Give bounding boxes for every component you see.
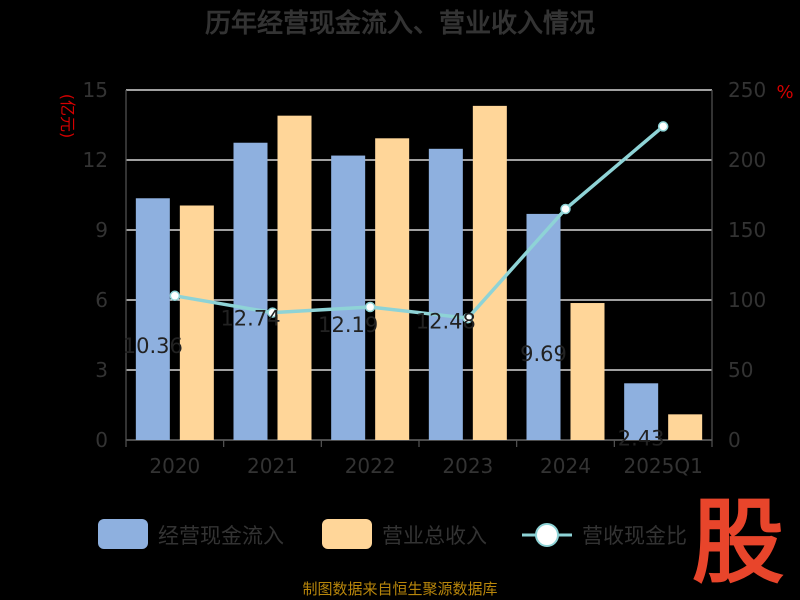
y-left-tick-label: 6	[95, 288, 108, 312]
bar-cash-inflow	[428, 148, 463, 441]
legend-label: 营收现金比	[582, 524, 687, 548]
x-tick-label: 2021	[247, 454, 298, 478]
bar-data-label: 12.74	[220, 306, 280, 330]
bar-data-label: 2.43	[618, 427, 665, 451]
y-right-tick-label: 250	[728, 78, 766, 102]
line-point	[560, 203, 571, 215]
line-point	[169, 290, 181, 302]
y-left-tick-label: 9	[95, 218, 108, 242]
line-point	[462, 312, 474, 324]
legend-label: 营业总收入	[382, 524, 487, 548]
bar-revenue	[472, 105, 507, 440]
x-tick-label: 2022	[345, 454, 396, 478]
bar-data-label: 9.69	[520, 342, 567, 366]
y-axis-left-label: (亿元)	[58, 94, 77, 139]
x-tick-label: 2024	[540, 454, 591, 478]
y-right-tick-label: 50	[728, 358, 753, 382]
y-left-tick-label: 3	[95, 358, 108, 382]
bar-data-label: 12.19	[318, 313, 378, 337]
footer-source: 制图数据来自恒生聚源数据库	[302, 580, 497, 598]
bar-revenue	[570, 303, 605, 440]
legend-swatch-revenue	[322, 519, 372, 549]
y-right-tick-label: 150	[728, 218, 766, 242]
y-right-tick-label: 200	[728, 148, 766, 172]
legend-swatch-ratio-marker	[535, 523, 559, 547]
bar-data-label: 10.36	[123, 334, 183, 358]
line-point	[657, 121, 669, 132]
line-ratio-series	[174, 125, 665, 321]
line-point	[364, 301, 376, 313]
bar-revenue	[375, 138, 410, 441]
y-left-tick-label: 12	[83, 148, 108, 172]
x-tick-label: 2020	[149, 454, 200, 478]
logo: 股	[692, 489, 784, 596]
y-left-tick-label: 0	[95, 428, 108, 452]
bar-cash-inflow	[526, 213, 561, 440]
legend-label: 经营现金流入	[158, 524, 284, 548]
y-right-tick-label: 100	[728, 288, 766, 312]
bar-cash-inflow	[624, 383, 659, 440]
line-point	[267, 307, 278, 318]
y-axis-right-label: %	[776, 82, 793, 103]
bar-cash-inflow	[331, 155, 366, 441]
bar-cash-inflow	[233, 142, 268, 440]
y-left-tick-label: 15	[83, 78, 108, 102]
chart-title: 历年经营现金流入、营业收入情况	[205, 8, 595, 39]
bar-revenue	[668, 414, 703, 440]
x-tick-label: 2025Q1	[623, 454, 702, 478]
bar-revenue	[277, 115, 312, 441]
bar-data-label: 12.48	[416, 309, 476, 333]
bar-cash-inflow	[135, 198, 170, 440]
x-tick-label: 2023	[442, 454, 493, 478]
legend-swatch-cash-inflow	[98, 519, 148, 549]
y-right-tick-label: 0	[728, 428, 741, 452]
bar-revenue	[179, 205, 214, 440]
